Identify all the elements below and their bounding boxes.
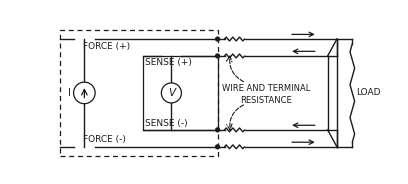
Text: RESISTANCE: RESISTANCE [240,96,292,105]
Text: FORCE (-): FORCE (-) [83,135,126,144]
Circle shape [216,54,220,58]
Text: I: I [69,88,71,98]
Circle shape [216,37,220,41]
Circle shape [73,82,95,104]
Text: LOAD: LOAD [356,89,381,97]
Text: SENSE (-): SENSE (-) [145,118,188,128]
Text: SENSE (+): SENSE (+) [145,58,192,67]
Circle shape [216,145,220,149]
Bar [143,56,217,130]
Text: FORCE (+): FORCE (+) [83,42,130,51]
Bar [60,30,217,156]
Circle shape [161,83,182,103]
Text: WIRE AND TERMINAL: WIRE AND TERMINAL [222,84,310,93]
Circle shape [216,128,220,132]
Text: V: V [168,88,175,98]
